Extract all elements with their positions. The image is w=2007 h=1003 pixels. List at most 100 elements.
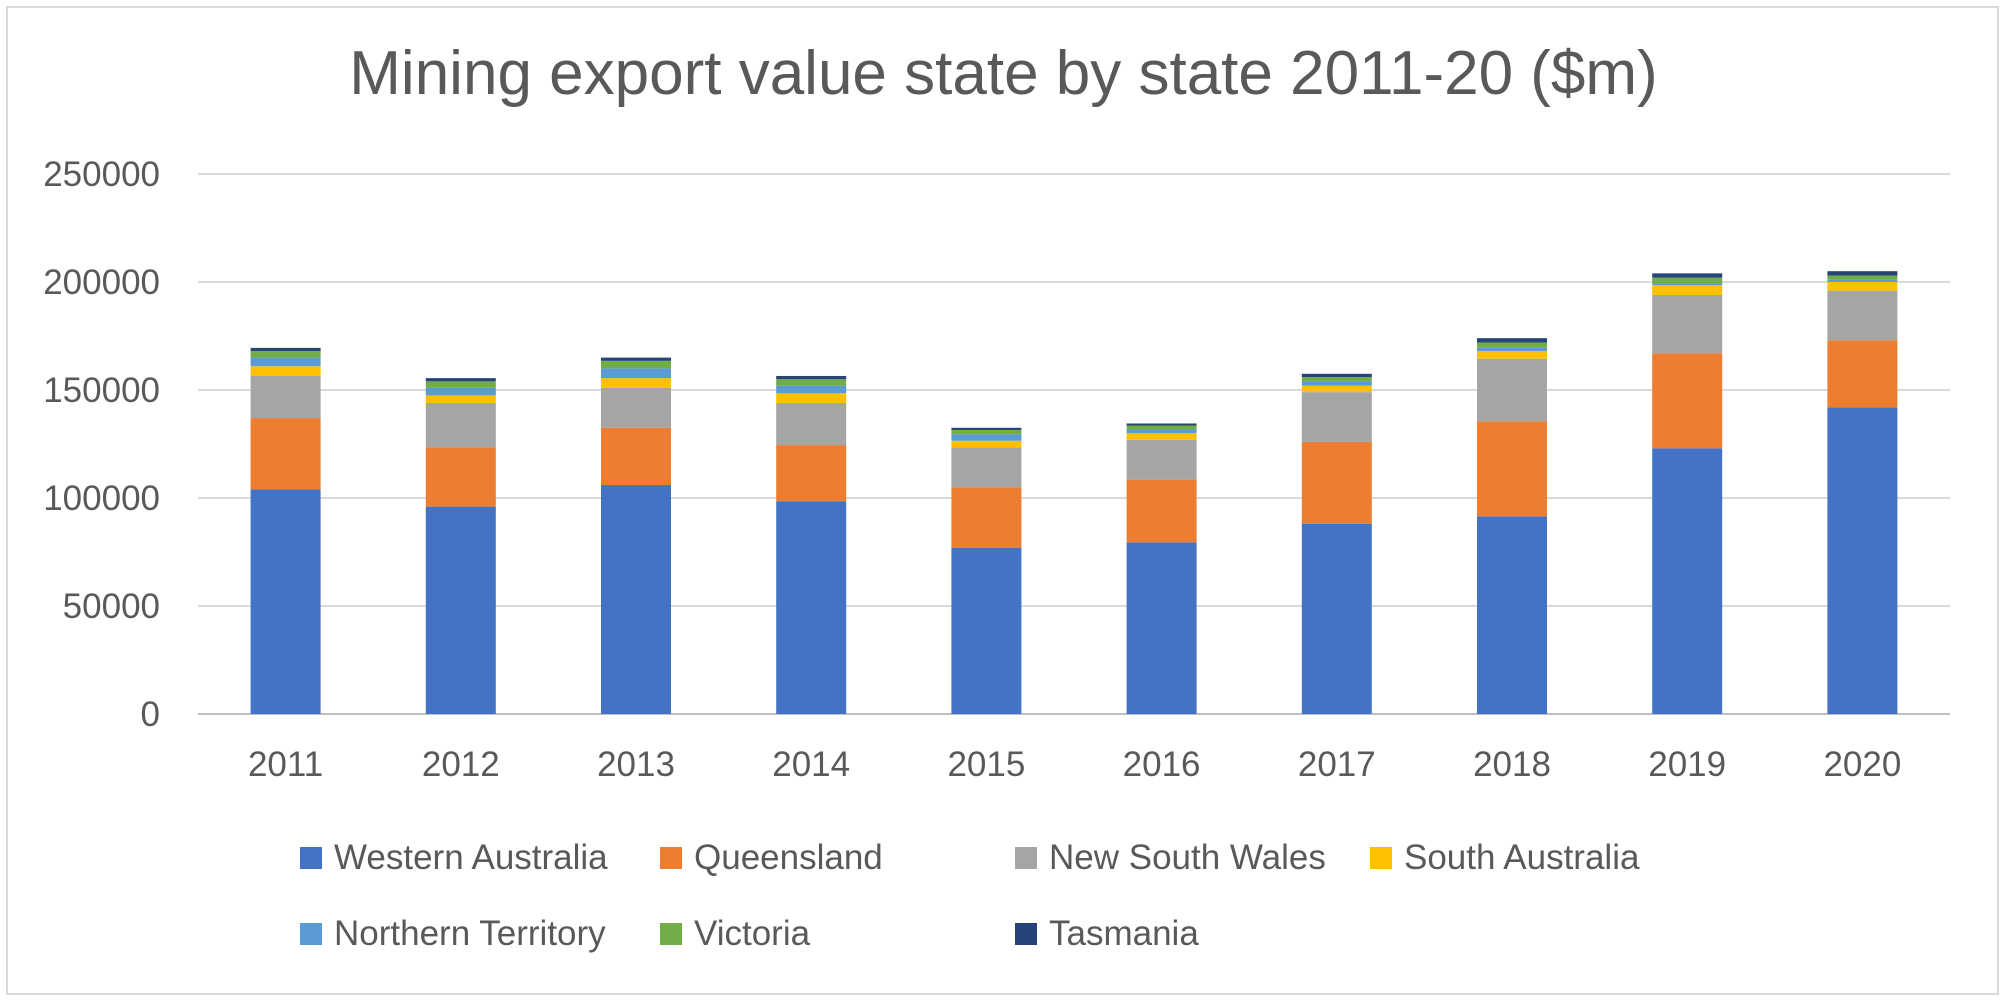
legend-swatch: [1370, 847, 1392, 869]
bar-segment-victoria-2018: [1477, 342, 1547, 348]
bar-segment-south-australia-2020: [1827, 282, 1898, 291]
x-tick-label: 2011: [248, 745, 323, 784]
bar-segment-south-australia-2018: [1477, 351, 1547, 359]
bar-segment-victoria-2016: [1126, 425, 1197, 430]
legend-label: Victoria: [694, 914, 811, 953]
legend-item-queensland: Queensland: [660, 838, 883, 878]
bar-segment-south-australia-2019: [1652, 285, 1723, 295]
bar-segment-south-australia-2013: [601, 378, 671, 388]
bar-segment-south-australia-2017: [1301, 385, 1372, 393]
x-tick-label: 2017: [1298, 745, 1376, 784]
bar-segment-queensland-2014: [776, 445, 847, 502]
bar-segment-new-south-wales-2015: [951, 447, 1022, 488]
bar-segment-victoria-2019: [1652, 277, 1723, 284]
bar-segment-queensland-2020: [1827, 340, 1898, 408]
legend-swatch: [1015, 847, 1037, 869]
bar-segment-northern-territory-2020: [1827, 279, 1898, 282]
bar-segment-tasmania-2018: [1477, 338, 1547, 343]
bar-segment-western-australia-2013: [601, 485, 671, 714]
bar-segment-queensland-2019: [1652, 353, 1723, 449]
chart-title: Mining export value state by state 2011-…: [349, 39, 1658, 108]
bar-segment-northern-territory-2012: [425, 387, 496, 396]
bar-segment-queensland-2018: [1477, 421, 1547, 517]
bar-segment-tasmania-2016: [1126, 423, 1197, 426]
bar-segment-queensland-2011: [250, 418, 321, 490]
bar-segment-western-australia-2019: [1652, 448, 1723, 714]
bar-segment-new-south-wales-2018: [1477, 358, 1547, 422]
bar-segment-northern-territory-2019: [1652, 283, 1723, 286]
x-tick-label: 2015: [947, 745, 1025, 784]
bar-segment-new-south-wales-2019: [1652, 294, 1723, 354]
bar-segment-south-australia-2015: [951, 440, 1022, 448]
bar-segment-new-south-wales-2011: [250, 375, 321, 419]
legend-swatch: [660, 923, 682, 945]
bar-segment-queensland-2012: [425, 447, 496, 507]
bar-segment-south-australia-2016: [1126, 433, 1197, 440]
legend-item-new-south-wales: New South Wales: [1015, 838, 1326, 878]
bar-segment-tasmania-2019: [1652, 273, 1723, 278]
x-axis-tick-labels: 2011 2012 2013 2014 2015 2016 2017 2018 2019 2020: [248, 745, 1901, 784]
bar-segment-queensland-2016: [1126, 479, 1197, 543]
bar-segment-victoria-2015: [951, 429, 1022, 435]
y-tick-label: 250000: [43, 155, 160, 194]
bar-segment-western-australia-2020: [1827, 407, 1898, 714]
bar-segment-northern-territory-2013: [601, 368, 671, 379]
bar-segment-victoria-2020: [1827, 275, 1898, 280]
bar-segment-western-australia-2018: [1477, 516, 1547, 714]
bar-segment-south-australia-2014: [776, 393, 847, 403]
legend-swatch: [1015, 923, 1037, 945]
bar-segment-queensland-2015: [951, 487, 1022, 548]
bar-segment-western-australia-2014: [776, 501, 847, 714]
legend-item-tasmania: Tasmania: [1015, 914, 1199, 954]
bar-segment-northern-territory-2016: [1126, 429, 1197, 434]
bar-segment-western-australia-2017: [1301, 523, 1372, 714]
legend-item-south-australia: South Australia: [1370, 838, 1639, 878]
bar-segment-new-south-wales-2012: [425, 402, 496, 448]
legend-item-victoria: Victoria: [660, 914, 810, 954]
y-axis-tick-labels: 0 50000 100000 150000 200000 250000: [43, 155, 160, 734]
x-tick-label: 2013: [597, 745, 675, 784]
legend-item-northern-territory: Northern Territory: [300, 914, 606, 954]
bar-segment-tasmania-2011: [250, 347, 321, 352]
bar-segment-new-south-wales-2013: [601, 387, 671, 428]
bar-segment-northern-territory-2018: [1477, 347, 1547, 352]
x-tick-label: 2014: [772, 745, 850, 784]
bar-segment-victoria-2017: [1301, 377, 1372, 382]
legend-label: Tasmania: [1049, 914, 1199, 953]
legend-item-western-australia: Western Australia: [300, 838, 608, 878]
bar-segment-new-south-wales-2017: [1301, 392, 1372, 442]
legend-label: South Australia: [1404, 838, 1640, 877]
bar-segment-northern-territory-2011: [250, 357, 321, 367]
legend-swatch: [660, 847, 682, 869]
bar-segment-victoria-2013: [601, 360, 671, 369]
bar-segment-northern-territory-2014: [776, 385, 847, 394]
x-tick-label: 2020: [1823, 745, 1901, 784]
bar-segment-south-australia-2012: [425, 395, 496, 403]
y-tick-label: 50000: [63, 587, 160, 626]
bar-segment-new-south-wales-2016: [1126, 439, 1197, 480]
legend-swatch: [300, 923, 322, 945]
bar-segment-tasmania-2013: [601, 357, 671, 361]
bar-segment-western-australia-2012: [425, 506, 496, 714]
x-tick-label: 2018: [1473, 745, 1551, 784]
legend-swatch: [300, 847, 322, 869]
y-tick-label: 100000: [43, 479, 160, 518]
bar-segment-tasmania-2017: [1301, 373, 1372, 378]
legend-label: Northern Territory: [334, 914, 606, 953]
bar-segment-victoria-2012: [425, 381, 496, 388]
bar-segment-victoria-2014: [776, 379, 847, 386]
bar-segment-new-south-wales-2014: [776, 402, 847, 446]
bar-segment-western-australia-2016: [1126, 542, 1197, 714]
bar-segment-tasmania-2014: [776, 375, 847, 380]
bars: [250, 271, 1898, 714]
bar-segment-western-australia-2015: [951, 547, 1022, 714]
x-tick-label: 2012: [422, 745, 500, 784]
bar-segment-tasmania-2015: [951, 427, 1022, 430]
bar-segment-queensland-2013: [601, 427, 671, 486]
legend-label: Queensland: [694, 838, 883, 877]
y-tick-label: 0: [141, 695, 160, 734]
x-tick-label: 2016: [1123, 745, 1201, 784]
bar-segment-victoria-2011: [250, 351, 321, 358]
